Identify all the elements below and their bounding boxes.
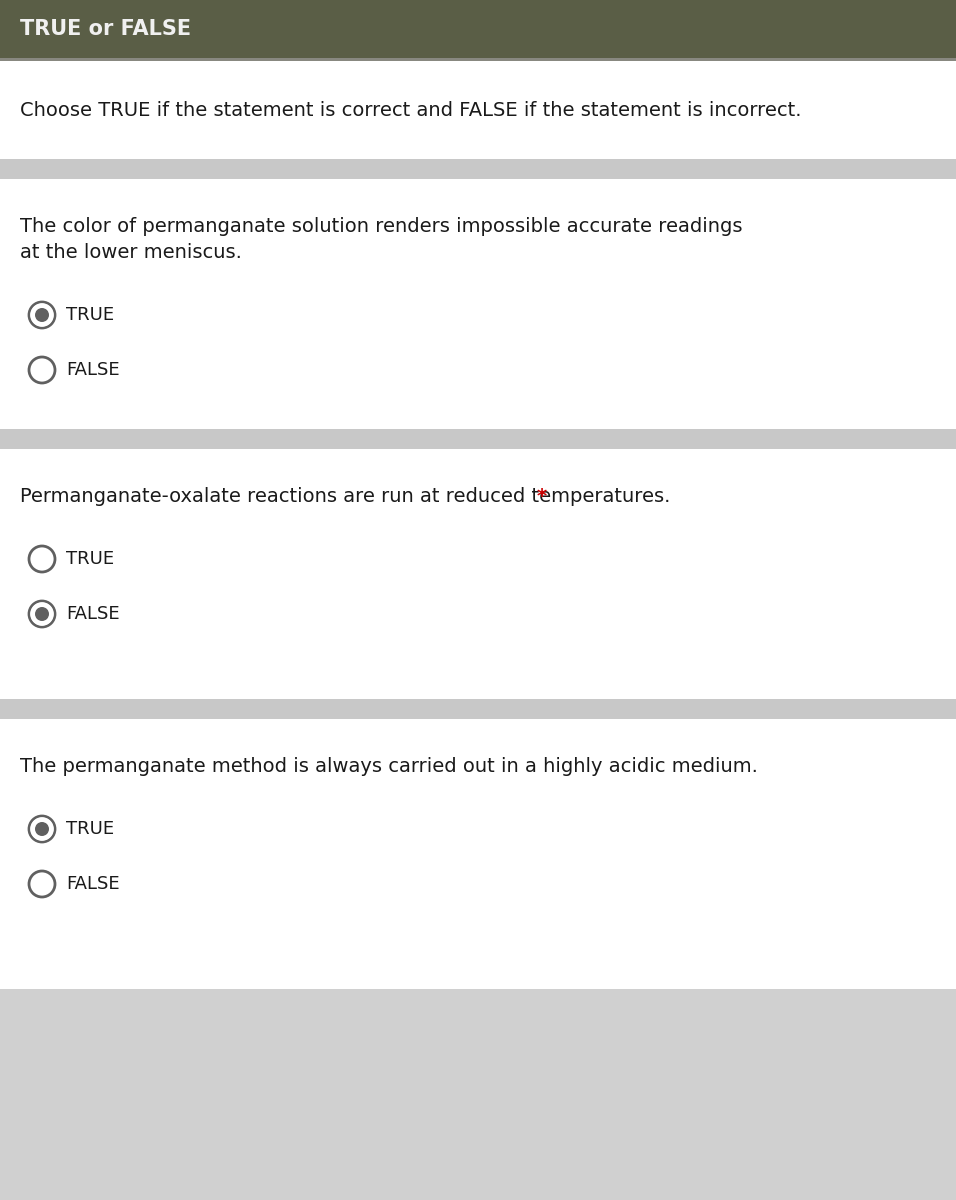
Circle shape xyxy=(29,302,55,328)
Text: Permanganate-oxalate reactions are run at reduced temperatures.  *: Permanganate-oxalate reactions are run a… xyxy=(20,487,693,506)
Circle shape xyxy=(35,607,49,622)
Text: The color of permanganate solution renders impossible accurate readings: The color of permanganate solution rende… xyxy=(20,217,743,236)
Text: FALSE: FALSE xyxy=(66,361,120,379)
Text: TRUE: TRUE xyxy=(66,550,114,568)
Text: FALSE: FALSE xyxy=(66,605,120,623)
Text: Permanganate-oxalate reactions are run at reduced temperatures.: Permanganate-oxalate reactions are run a… xyxy=(20,487,670,506)
Text: TRUE: TRUE xyxy=(66,306,114,324)
Circle shape xyxy=(29,358,55,383)
Circle shape xyxy=(29,601,55,626)
Circle shape xyxy=(29,816,55,842)
Text: Choose TRUE if the statement is correct and FALSE if the statement is incorrect.: Choose TRUE if the statement is correct … xyxy=(20,101,801,120)
Text: at the lower meniscus.: at the lower meniscus. xyxy=(20,242,242,262)
Circle shape xyxy=(35,822,49,836)
Text: *: * xyxy=(536,487,547,506)
Circle shape xyxy=(29,546,55,572)
FancyBboxPatch shape xyxy=(0,989,956,1200)
Circle shape xyxy=(29,871,55,898)
Circle shape xyxy=(35,308,49,322)
Text: TRUE: TRUE xyxy=(66,820,114,838)
FancyBboxPatch shape xyxy=(0,158,956,179)
Text: The permanganate method is always carried out in a highly acidic medium.: The permanganate method is always carrie… xyxy=(20,757,758,776)
FancyBboxPatch shape xyxy=(0,698,956,719)
FancyBboxPatch shape xyxy=(0,0,956,58)
FancyBboxPatch shape xyxy=(0,719,956,989)
Text: TRUE or FALSE: TRUE or FALSE xyxy=(20,19,191,38)
FancyBboxPatch shape xyxy=(0,449,956,698)
Text: FALSE: FALSE xyxy=(66,875,120,893)
FancyBboxPatch shape xyxy=(0,179,956,428)
FancyBboxPatch shape xyxy=(0,61,956,158)
FancyBboxPatch shape xyxy=(0,58,956,61)
FancyBboxPatch shape xyxy=(0,428,956,449)
